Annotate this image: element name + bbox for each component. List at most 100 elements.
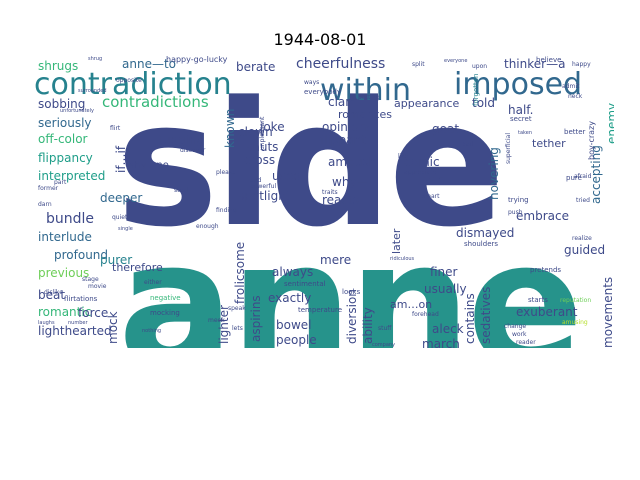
word-seriously: seriously bbox=[38, 116, 92, 130]
word-interpreted: interpreted bbox=[38, 169, 105, 183]
word-sedatives: sedatives bbox=[479, 287, 493, 344]
word-later: later bbox=[390, 228, 403, 254]
word-reader: reader bbox=[516, 339, 536, 346]
word-tugging: tugging bbox=[158, 133, 204, 147]
word-diversion: diversion bbox=[345, 289, 359, 344]
word-mock: mock bbox=[106, 311, 120, 344]
word-everyone: everyone bbox=[444, 58, 467, 64]
word-reacts: reacts bbox=[322, 193, 359, 207]
word-secret: secret bbox=[510, 115, 532, 123]
word-upon: upon bbox=[472, 63, 487, 70]
word-push: push bbox=[508, 209, 523, 216]
word-guided: guided bbox=[564, 243, 605, 257]
word-either: either bbox=[144, 279, 162, 286]
word-dismayed: dismayed bbox=[456, 226, 514, 240]
word-pure: pure bbox=[566, 174, 582, 182]
word-sentimental: sentimental bbox=[284, 280, 326, 288]
word-appreciate: appreciate bbox=[404, 169, 436, 176]
word-cloud: side anne contradiction imposed within c… bbox=[32, 54, 614, 348]
word-half: half. bbox=[508, 103, 533, 117]
word-putting: putting bbox=[358, 94, 380, 101]
word-negative: negative bbox=[150, 294, 181, 302]
word-end: end bbox=[250, 177, 261, 184]
word-ridiculous: ridiculous bbox=[390, 256, 415, 262]
word-spotlight: spotlight bbox=[238, 189, 291, 203]
word-opinions: opinions bbox=[322, 120, 372, 134]
word-am-on: am…on bbox=[390, 298, 432, 311]
word-flirt: flirt bbox=[110, 125, 121, 132]
word-ways: ways bbox=[304, 79, 319, 86]
word-comic: comic bbox=[404, 155, 440, 169]
word-single: single bbox=[118, 226, 133, 232]
word-like: like bbox=[398, 153, 409, 160]
word-stage: stage bbox=[82, 276, 99, 283]
word-former: former bbox=[38, 185, 59, 192]
word-tried: tried bbox=[576, 197, 590, 204]
word-afraid: afraid bbox=[574, 173, 592, 180]
word-trying: trying bbox=[508, 196, 529, 204]
word-bad: bad bbox=[462, 141, 473, 148]
word-ability: ability bbox=[361, 307, 375, 344]
word-why-i: why—i bbox=[332, 175, 372, 189]
word-darn: darn bbox=[38, 201, 52, 208]
word-exuberant: exuberant bbox=[516, 305, 578, 319]
word-profound: profound bbox=[54, 248, 108, 262]
word-contains: contains bbox=[463, 293, 477, 344]
word-hovering: hovering bbox=[487, 147, 501, 200]
word-embrace: embrace bbox=[516, 209, 569, 223]
word-lighter: lighter bbox=[217, 305, 231, 344]
word-discover: discover bbox=[180, 147, 206, 154]
word-boy-crazy: boy-crazy bbox=[587, 121, 596, 160]
word-happy-go-lucky: happy-go-lucky bbox=[166, 55, 228, 64]
word-purer: purer bbox=[100, 253, 132, 267]
word-bowel: bowel bbox=[276, 318, 312, 332]
word-romances: romances bbox=[338, 108, 392, 121]
word-steal: steal bbox=[174, 187, 189, 194]
word-forehead: forehead bbox=[412, 311, 439, 318]
word-within: within bbox=[320, 73, 411, 108]
word-surrounded: surrounded bbox=[78, 88, 107, 94]
word-told: told bbox=[472, 96, 495, 110]
word-therefore: therefore bbox=[112, 261, 163, 274]
word-temperature: temperature bbox=[298, 306, 342, 314]
word-shrugs: shrugs bbox=[38, 59, 78, 73]
word-movie: movie bbox=[88, 283, 107, 290]
word-believe: believe bbox=[536, 56, 561, 64]
word-people: people bbox=[276, 333, 317, 347]
word-meek: meek bbox=[208, 317, 225, 324]
word-lighthearted: lighthearted bbox=[38, 324, 112, 338]
word-romantic: romantic bbox=[38, 305, 91, 319]
word-enough: enough bbox=[196, 223, 219, 230]
word-movements: movements bbox=[601, 277, 614, 348]
word-dislike: dislike bbox=[44, 289, 63, 296]
word-contradiction: contradiction bbox=[34, 67, 232, 102]
word-finer: finer bbox=[430, 265, 458, 279]
word-company: company bbox=[372, 342, 395, 348]
word-pretends: pretends bbox=[530, 266, 561, 274]
word-superficial: superficial bbox=[505, 133, 512, 164]
word-finding: finding bbox=[216, 207, 237, 214]
word-known: known bbox=[223, 109, 237, 148]
word-why-no: why—no bbox=[126, 160, 169, 171]
word-anne-to: anne—to bbox=[122, 57, 176, 71]
word-change: change bbox=[504, 323, 526, 330]
word-traits: traits bbox=[322, 189, 338, 196]
word-imposed: imposed bbox=[454, 67, 582, 102]
word-realize: realize bbox=[572, 235, 592, 242]
word-lets: lets bbox=[232, 325, 243, 332]
word-cheerfulness: cheerfulness bbox=[296, 56, 385, 72]
word-opposite: opposite bbox=[116, 77, 142, 84]
word-win: win bbox=[424, 173, 445, 187]
word-cloud-canvas: side anne contradiction imposed within c… bbox=[34, 55, 614, 348]
word-tether: tether bbox=[532, 137, 566, 150]
word-march: march bbox=[422, 337, 460, 348]
word-cross: cross bbox=[244, 153, 275, 167]
word-exactly: exactly bbox=[268, 291, 311, 305]
word-looks: looks bbox=[342, 288, 361, 296]
word-always: always bbox=[272, 265, 313, 279]
word-admit: admit bbox=[562, 83, 580, 90]
word-laughs: laughs bbox=[38, 320, 55, 326]
word-beat: beat bbox=[38, 288, 65, 302]
word-flippancy: flippancy bbox=[38, 151, 93, 165]
word-mocking: mocking bbox=[150, 309, 180, 317]
